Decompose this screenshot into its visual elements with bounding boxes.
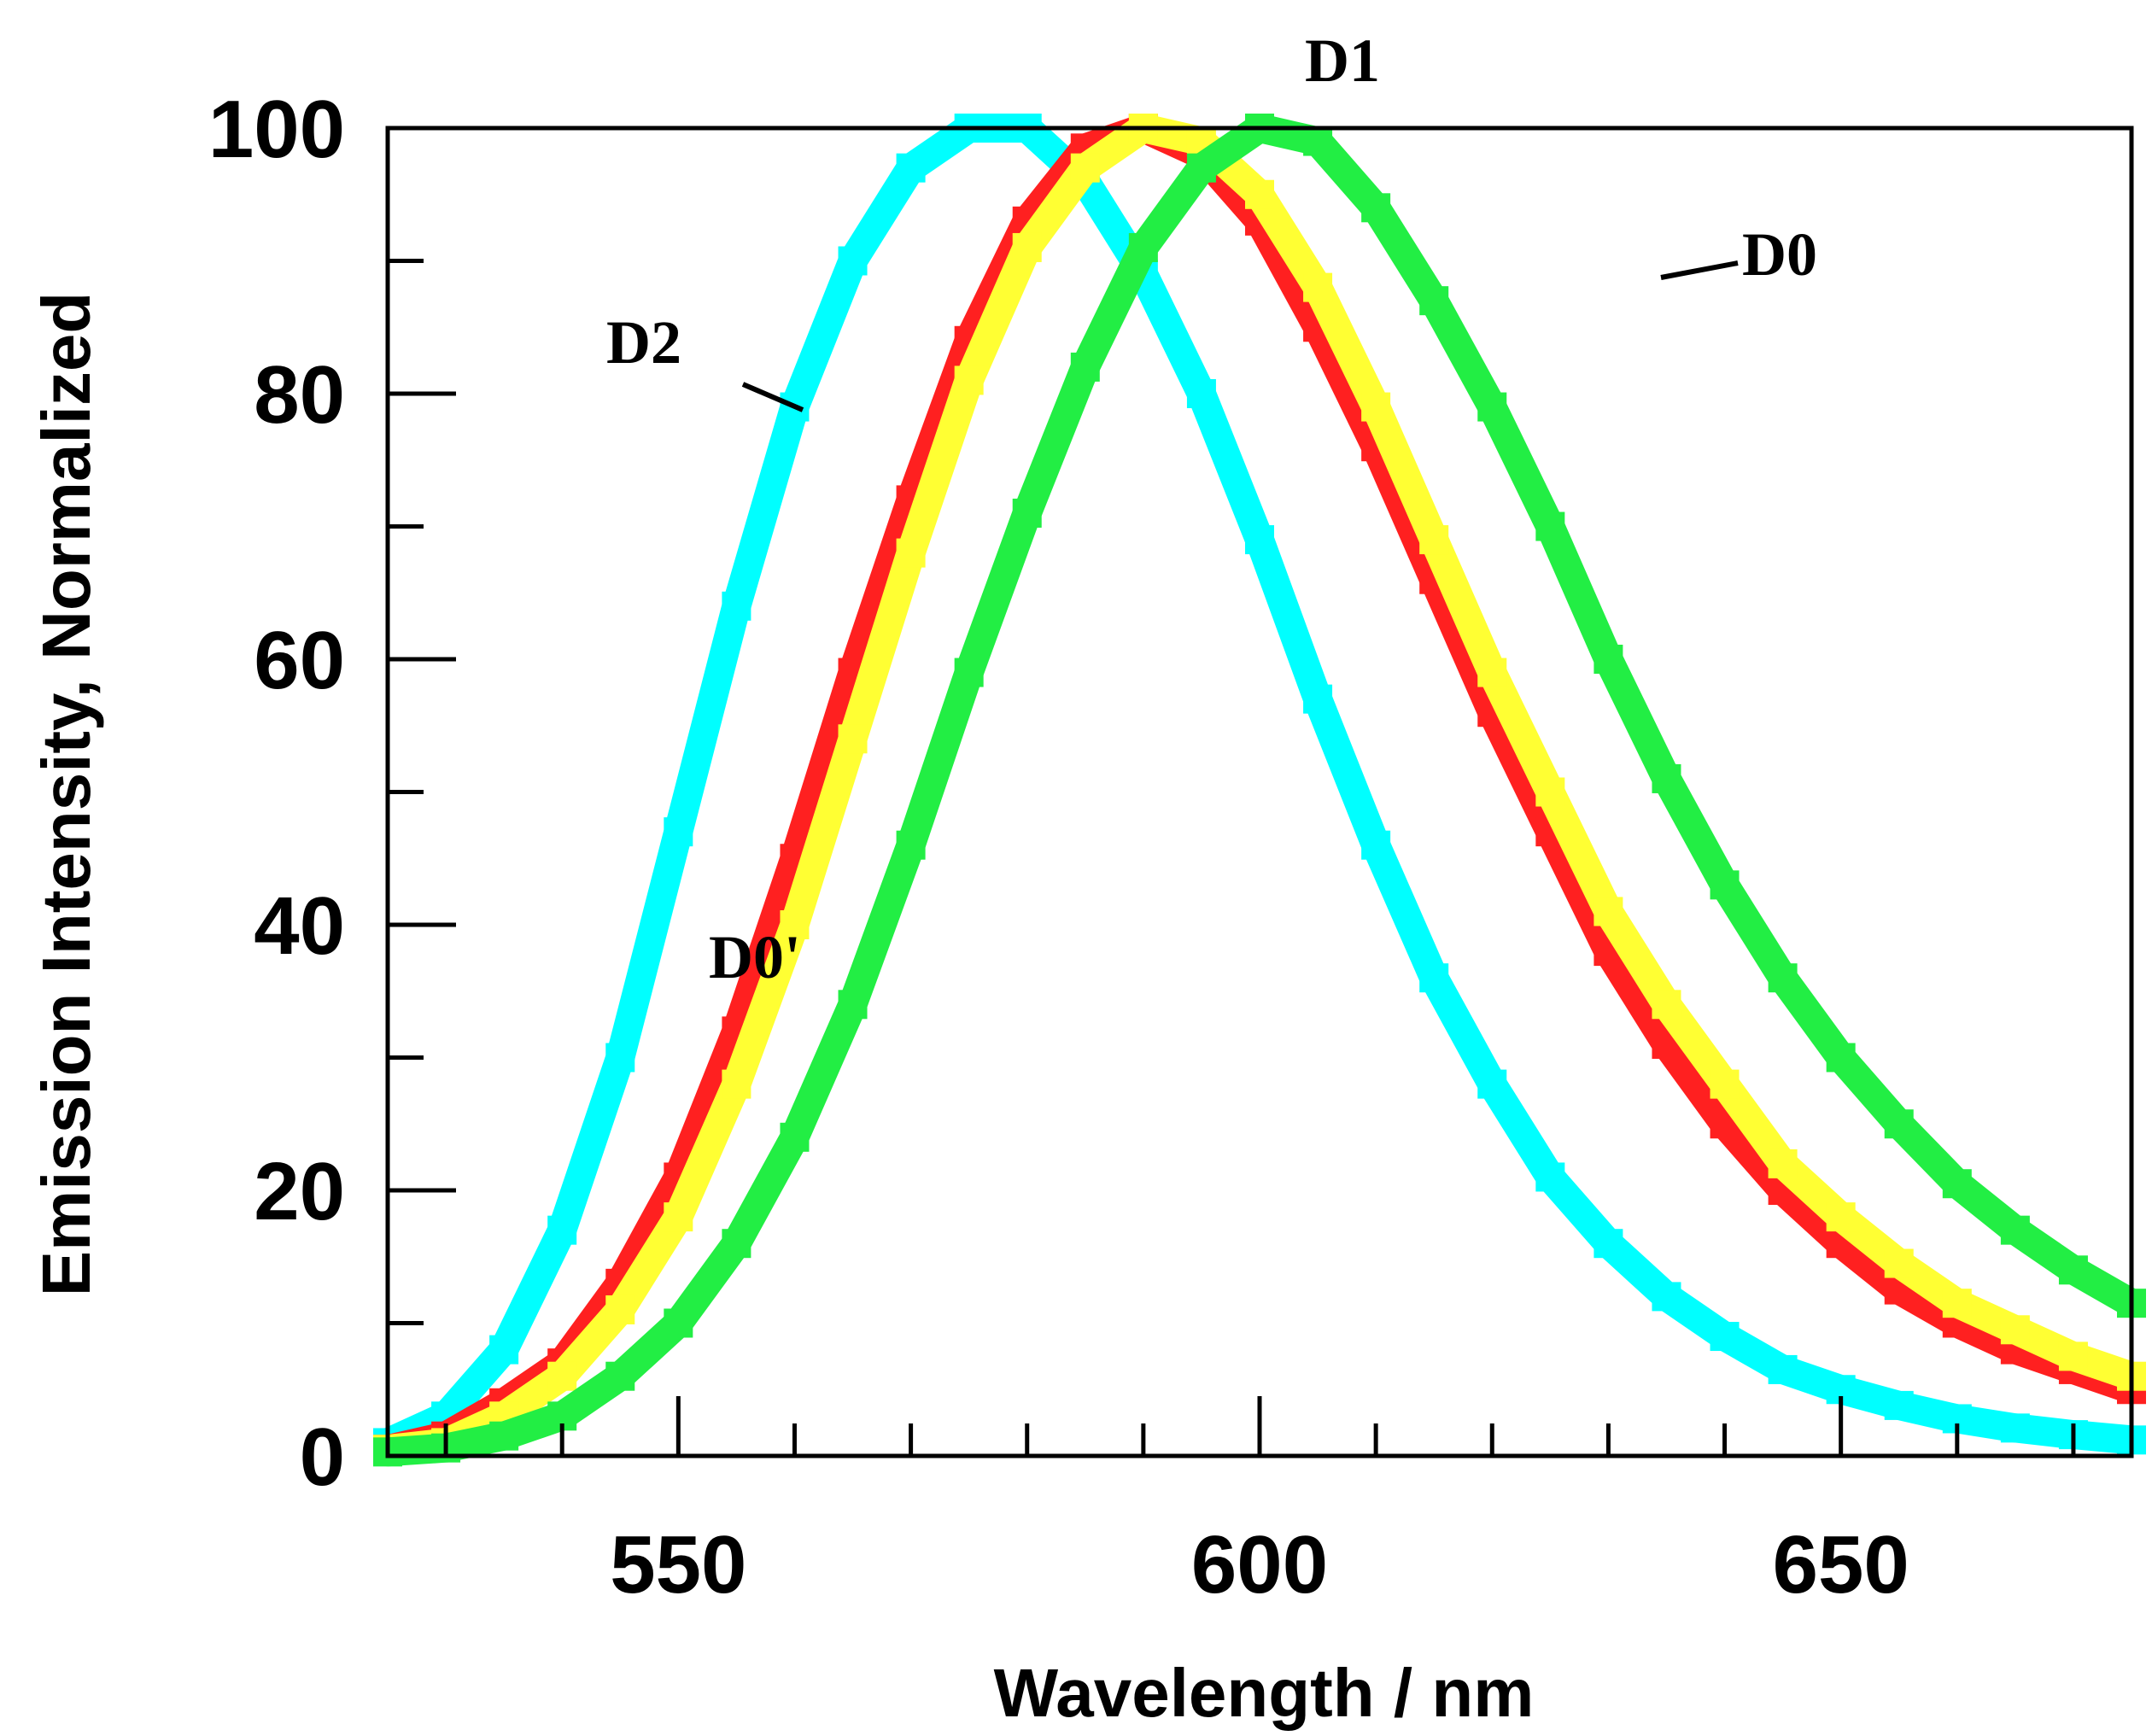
data-point [1186,153,1216,183]
data-point [1361,193,1391,223]
data-point [1884,1248,1914,1278]
data-point [1535,777,1565,807]
data-point [1652,763,1681,793]
x-tick-label: 650 [1773,1519,1909,1610]
data-point [1419,963,1449,993]
data-point [1652,1282,1681,1312]
data-point [547,1215,577,1245]
data-point [1303,126,1333,156]
data-point [896,830,926,860]
data-point [664,1308,693,1338]
data-point [1128,232,1158,262]
y-tick-label: 0 [300,1412,345,1503]
data-point [954,658,984,687]
data-point [1303,684,1333,714]
data-point [1186,379,1216,408]
data-point [489,1421,519,1451]
data-point [1012,498,1042,528]
data-point [1942,1289,1972,1318]
x-tick-label: 550 [610,1519,746,1610]
series-label-d1: D1 [1305,26,1380,95]
series-label-d0: D0' [709,923,801,991]
data-point [1535,1162,1565,1192]
data-point [1012,232,1042,262]
data-point [1652,990,1681,1020]
data-point [838,990,868,1020]
data-point [1884,1109,1914,1139]
x-axis-title: Wavelength / nm [994,1655,1535,1731]
data-point [1477,1069,1507,1099]
data-point [1477,392,1507,422]
y-tick-label: 40 [254,880,345,972]
data-point [780,910,810,939]
data-point [1419,525,1449,555]
data-point [1477,658,1507,687]
data-point [1826,1202,1856,1232]
data-point [2000,1215,2030,1245]
data-point [489,1335,519,1365]
leader-line-d2 [741,382,804,412]
data-point [896,153,926,183]
data-point [1361,392,1391,422]
data-point [1070,153,1100,183]
data-point [1768,1149,1798,1178]
data-point [838,724,868,754]
data-point [2000,1315,2030,1345]
series-label-d0: D0 [1742,220,1817,289]
data-point [664,817,693,847]
data-point [605,1361,635,1391]
x-tick-label: 600 [1191,1519,1328,1610]
y-tick-label: 20 [254,1146,345,1237]
data-point [1710,1069,1740,1099]
data-point [722,591,751,621]
data-point [2000,1413,2030,1443]
data-point [1710,1322,1740,1352]
data-point [838,246,868,276]
series-d1 [373,114,2146,1464]
data-point [1419,286,1449,316]
data-point [780,1122,810,1152]
data-point [1070,352,1100,382]
data-point [896,538,926,568]
data-point [2058,1255,2088,1285]
data-point [1710,870,1740,900]
data-point [1303,272,1333,302]
y-tick-label: 60 [254,615,345,706]
data-point [1594,1229,1623,1259]
data-point [1245,525,1274,555]
data-point [605,1295,635,1324]
data-point [1361,830,1391,860]
data-point [1245,179,1274,209]
data-point [1535,511,1565,541]
y-tick-label: 100 [208,84,345,175]
data-point [547,1361,577,1391]
y-axis-title: Emission Intensity, Normalized [28,292,104,1297]
data-point [1826,1043,1856,1073]
data-point [722,1069,751,1099]
data-point [2058,1341,2088,1371]
data-point [722,1229,751,1259]
data-point [664,1202,693,1232]
data-point [1884,1390,1914,1420]
data-point [1768,1354,1798,1384]
data-point [1594,645,1623,674]
annotation-layer: D1 D0 D2 D0' [606,26,1817,991]
leader-line-d0 [1660,260,1739,280]
ticks-layer: 550 600 650 0 20 40 60 80 100 [208,84,2076,1610]
data-point [1942,1169,1972,1199]
series-label-d2: D2 [606,308,681,377]
data-point [1768,963,1798,993]
data-point [954,365,984,395]
y-tick-label: 80 [254,349,345,441]
data-point [1594,897,1623,926]
data-point [605,1043,635,1073]
